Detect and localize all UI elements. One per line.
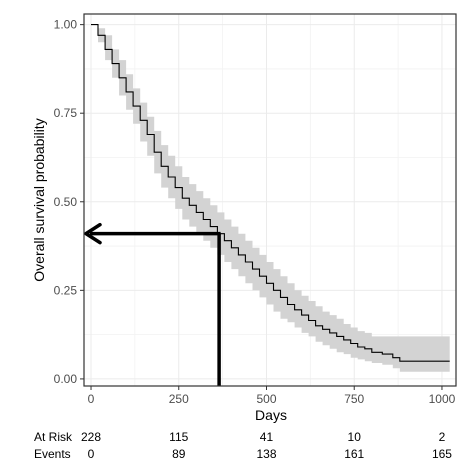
survival-curve-0 — [91, 24, 450, 362]
y-tick-label-0: 0.00 — [54, 372, 78, 386]
x-axis-title: Days — [255, 407, 287, 423]
events-value-1: 89 — [172, 447, 186, 461]
y-tick-label-1: 0.25 — [54, 283, 78, 297]
survival-curve-layer — [91, 24, 450, 362]
at-risk-value-2: 41 — [260, 430, 274, 444]
x-tick-label-2: 500 — [256, 392, 276, 406]
at-risk-value-3: 10 — [348, 430, 362, 444]
plot-background — [84, 14, 456, 386]
events-value-4: 165 — [432, 447, 452, 461]
y-tick-label-4: 1.00 — [54, 18, 78, 32]
confidence-band-layer — [91, 24, 450, 372]
median-arrow-head — [84, 222, 102, 245]
at-risk-value-4: 2 — [439, 430, 446, 444]
events-value-0: 0 — [88, 447, 95, 461]
plot-border — [83, 13, 457, 387]
y-tick-label-2: 0.50 — [54, 195, 78, 209]
x-tick-label-3: 750 — [344, 392, 364, 406]
risk-label-at-risk: At Risk — [34, 430, 73, 444]
x-axis-ticks: 0 250 500 750 1000 — [88, 386, 456, 406]
x-tick-label-1: 250 — [169, 392, 189, 406]
median-annotation — [84, 222, 221, 386]
at-risk-value-1: 115 — [169, 430, 188, 444]
x-tick-label-0: 0 — [88, 392, 95, 406]
x-tick-label-4: 1000 — [429, 392, 456, 406]
risk-label-events: Events — [34, 447, 71, 461]
y-axis-ticks: 0.00 0.25 0.50 0.75 1.00 — [54, 18, 84, 386]
grid-lines — [84, 14, 456, 386]
events-value-3: 161 — [344, 447, 364, 461]
risk-table: 228 0 115 89 41 138 10 161 2 165 — [81, 430, 452, 461]
confidence-band-0 — [91, 24, 450, 372]
events-value-2: 138 — [256, 447, 276, 461]
y-axis-title: Overall survival probability — [31, 118, 47, 281]
at-risk-value-0: 228 — [81, 430, 101, 444]
y-tick-label-3: 0.75 — [54, 106, 78, 120]
